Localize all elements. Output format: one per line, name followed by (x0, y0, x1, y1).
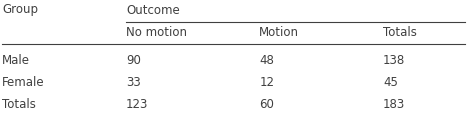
Text: No motion: No motion (126, 27, 187, 40)
Text: Female: Female (2, 75, 45, 88)
Text: 60: 60 (259, 98, 274, 111)
Text: Totals: Totals (2, 98, 36, 111)
Text: 183: 183 (383, 98, 405, 111)
Text: Motion: Motion (259, 27, 299, 40)
Text: Group: Group (2, 3, 38, 16)
Text: 90: 90 (126, 53, 141, 66)
Text: 33: 33 (126, 75, 141, 88)
Text: 123: 123 (126, 98, 149, 111)
Text: Outcome: Outcome (126, 3, 180, 16)
Text: 12: 12 (259, 75, 274, 88)
Text: 48: 48 (259, 53, 274, 66)
Text: Totals: Totals (383, 27, 417, 40)
Text: 45: 45 (383, 75, 398, 88)
Text: Male: Male (2, 53, 30, 66)
Text: 138: 138 (383, 53, 405, 66)
